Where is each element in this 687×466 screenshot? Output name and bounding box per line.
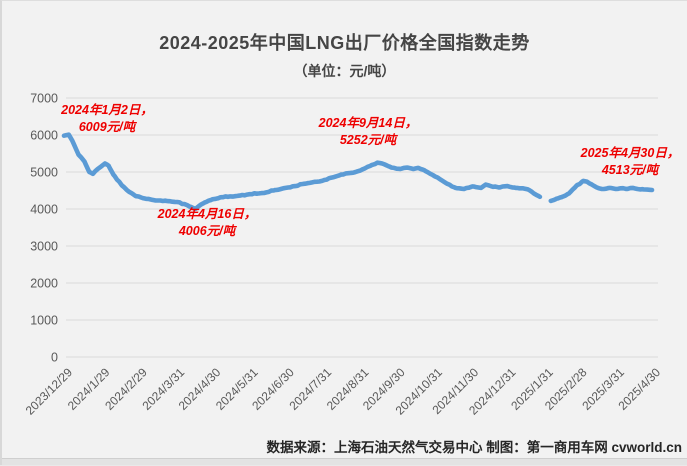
- annotation-date: 2024年1月2日，: [61, 103, 153, 117]
- footer-source-credit: 数据来源：上海石油天然气交易中心 制图：第一商用车网 cvworld.cn: [266, 440, 682, 455]
- y-axis-label-5000: 5000: [30, 166, 58, 180]
- chart-subtitle: （单位：元/吨）: [293, 63, 396, 79]
- chart-title: 2024-2025年中国LNG出厂价格全国指数走势: [159, 33, 530, 53]
- y-axis-label-1000: 1000: [30, 314, 58, 328]
- window-bottom-edge: [2, 458, 687, 465]
- y-axis-label-0: 0: [51, 351, 58, 365]
- annotation-year-low: 2024年4月16日， 4006元/吨: [141, 206, 273, 240]
- y-axis-label-2000: 2000: [30, 277, 58, 291]
- price-line-segment-2: [548, 178, 655, 204]
- y-axis-label-7000: 7000: [30, 92, 58, 106]
- price-line-segment-1: [61, 132, 543, 212]
- y-axis-label-6000: 6000: [30, 129, 58, 143]
- annotation-value: 4006元/吨: [178, 224, 236, 238]
- x-axis-label-2023-12-29: 2023/12/29: [23, 365, 76, 418]
- annotation-date: 2024年4月16日，: [157, 207, 257, 221]
- annotation-value: 6009元/吨: [78, 120, 136, 134]
- annotation-date: 2024年9月14日，: [318, 116, 418, 130]
- chart-header: 2024-2025年中国LNG出厂价格全国指数走势 （单位：元/吨）: [2, 29, 687, 81]
- annotation-value: 4513元/吨: [601, 163, 659, 177]
- y-axis-label-3000: 3000: [30, 240, 58, 254]
- annotation-value: 5252元/吨: [339, 133, 397, 147]
- annotation-start-peak: 2024年1月2日， 6009元/吨: [42, 102, 172, 136]
- y-axis-label-4000: 4000: [30, 203, 58, 217]
- annotation-latest: 2025年4月30日， 4513元/吨: [572, 145, 687, 179]
- annotation-autumn-peak: 2024年9月14日， 5252元/吨: [302, 115, 434, 149]
- annotation-date: 2025年4月30日，: [580, 146, 680, 160]
